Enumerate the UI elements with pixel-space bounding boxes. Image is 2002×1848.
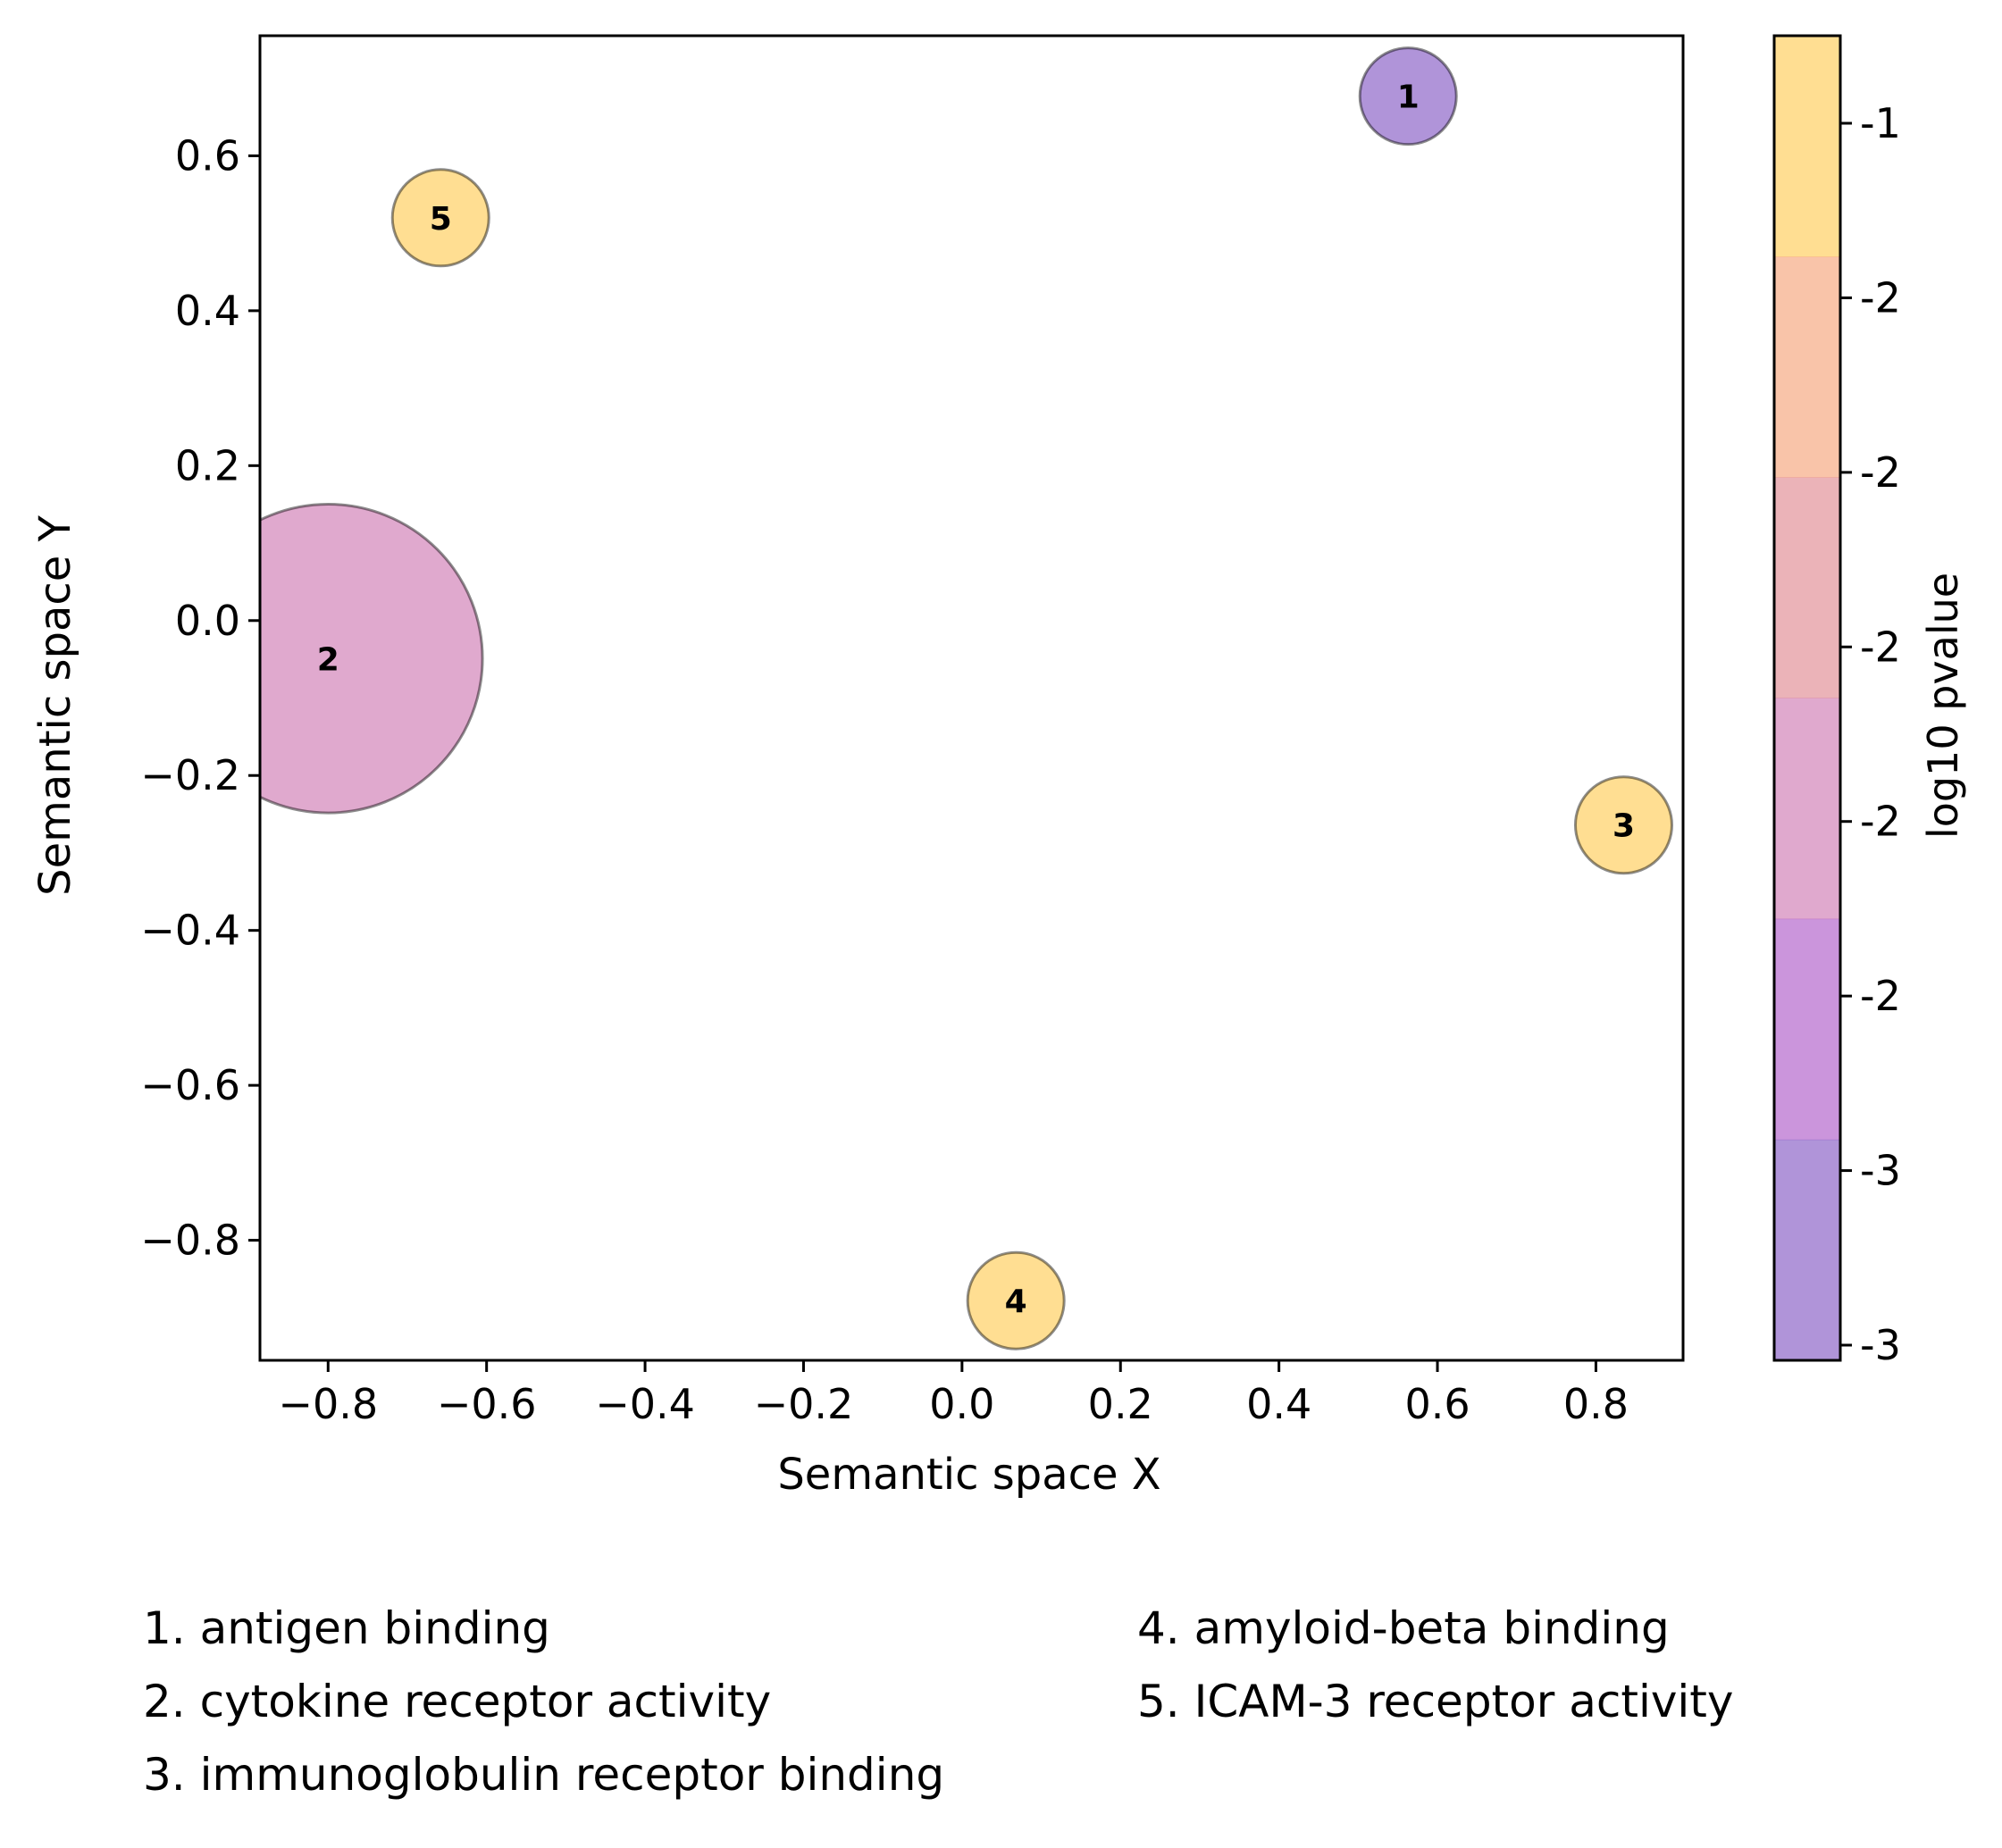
x-tick-label: 0.0 — [929, 1380, 994, 1428]
colorbar-tick-label: -2 — [1860, 623, 1901, 671]
bubble-label-1: 1 — [1397, 79, 1420, 116]
bubble-5 — [390, 168, 490, 268]
legend-item: 3. immunoglobulin receptor binding — [143, 1749, 944, 1801]
y-tick-label: −0.6 — [140, 1061, 240, 1109]
x-axis-label: Semantic space X — [777, 1450, 1160, 1500]
bubble-1 — [1358, 46, 1458, 146]
y-tick-label: 0.6 — [175, 131, 240, 180]
bubble-label-2: 2 — [317, 641, 339, 678]
colorbar-tick-label: -3 — [1860, 1147, 1901, 1195]
x-axis-ticks: −0.8 −0.6 −0.4 −0.2 0.0 0.2 0.4 0.6 0.8 — [278, 1360, 1629, 1428]
colorbar-band — [1774, 256, 1840, 478]
colorbar-band — [1774, 36, 1840, 257]
x-tick-label: −0.4 — [595, 1380, 695, 1428]
colorbar-frame — [1772, 34, 1842, 1362]
x-tick-label: 0.4 — [1246, 1380, 1311, 1428]
bubble-label-3: 3 — [1612, 808, 1635, 845]
y-tick-label: 0.4 — [175, 287, 240, 335]
y-tick-label: −0.8 — [140, 1217, 240, 1265]
bubble-2 — [260, 503, 484, 815]
colorbar-tick-label: -2 — [1860, 798, 1901, 846]
bubble-3 — [1573, 775, 1673, 875]
x-tick-label: 0.6 — [1404, 1380, 1470, 1428]
x-tick-label: −0.2 — [754, 1380, 854, 1428]
legend-item: 4. amyloid-beta binding — [1137, 1602, 1670, 1654]
x-tick-label: 0.2 — [1088, 1380, 1153, 1428]
bubbles: 1 2 3 4 5 — [260, 46, 1673, 1350]
y-tick-label: −0.2 — [140, 751, 240, 799]
plot-frame — [258, 34, 1685, 1362]
colorbar-band — [1774, 1139, 1840, 1361]
y-tick-label: −0.4 — [140, 907, 240, 955]
colorbar-tick-label: -2 — [1860, 448, 1901, 497]
plot-area: 1 2 3 4 5 — [258, 34, 1685, 1362]
legend-item: 1. antigen binding — [143, 1602, 550, 1654]
colorbar-tick-label: -2 — [1860, 273, 1901, 322]
y-axis-ticks: 0.6 0.4 0.2 0.0 −0.2 −0.4 −0.6 −0.8 — [140, 131, 260, 1265]
colorbar-band — [1774, 918, 1840, 1141]
colorbar-label: log10 pvalue — [1919, 573, 1967, 839]
bubble-label-4: 4 — [1005, 1284, 1027, 1320]
y-tick-label: 0.2 — [175, 441, 240, 489]
colorbar: -1 -2 -2 -2 -2 -2 -3 -3 — [1772, 34, 1901, 1369]
x-tick-label: −0.8 — [278, 1380, 378, 1428]
bubble-4 — [966, 1250, 1066, 1350]
x-tick-label: −0.6 — [437, 1380, 537, 1428]
colorbar-tick-label: -2 — [1860, 972, 1901, 1020]
bubble-label-5: 5 — [430, 201, 452, 238]
legend: 1. antigen binding 2. cytokine receptor a… — [143, 1602, 1734, 1801]
y-axis-label: Semantic space Y — [30, 514, 80, 895]
colorbar-band — [1774, 698, 1840, 920]
colorbar-tick-label: -1 — [1860, 99, 1901, 147]
legend-item: 2. cytokine receptor activity — [143, 1676, 771, 1727]
legend-item: 5. ICAM-3 receptor activity — [1137, 1676, 1734, 1727]
x-tick-label: 0.8 — [1563, 1380, 1629, 1428]
colorbar-band — [1774, 477, 1840, 698]
colorbar-tick-label: -3 — [1860, 1321, 1901, 1369]
y-tick-label: 0.0 — [175, 597, 240, 645]
